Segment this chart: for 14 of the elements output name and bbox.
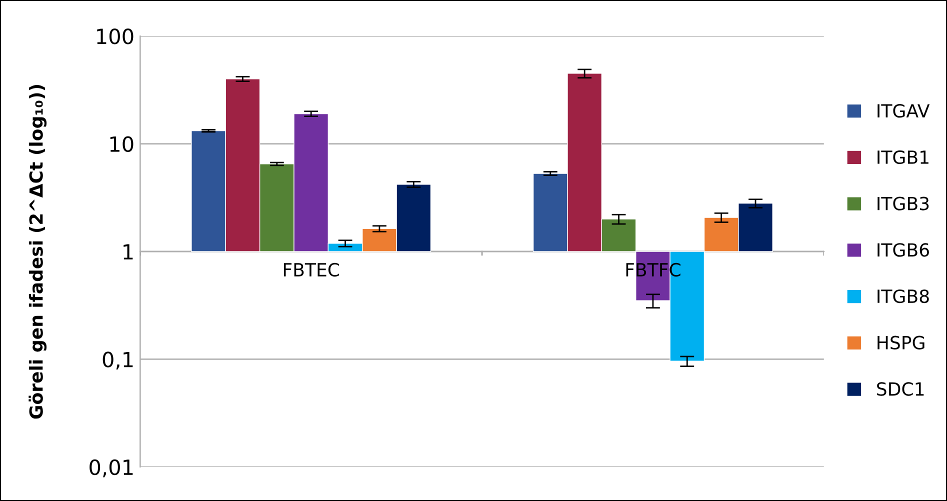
y-tick-label: 100 bbox=[97, 28, 134, 44]
legend-label: ITGB6 bbox=[878, 243, 929, 257]
y-tick-label: 1 bbox=[124, 244, 133, 260]
y-tick-label: 0,01 bbox=[90, 459, 133, 478]
legend-label: ITGB8 bbox=[878, 289, 929, 304]
y-tick-label: 0,1 bbox=[102, 352, 133, 370]
y-tick-label: 10 bbox=[110, 136, 134, 152]
legend-label: ITGAV bbox=[878, 104, 930, 118]
legend-label: HSPG bbox=[878, 336, 924, 350]
legend-label: ITGB1 bbox=[878, 150, 928, 164]
x-tick-label: FBTEC bbox=[284, 262, 340, 277]
y-axis-title: Göreli gen ifadesi (2^ΔCt (log₁₀)) bbox=[28, 84, 47, 419]
legend-label: ITGB3 bbox=[878, 196, 929, 210]
legend-label: SDC1 bbox=[877, 382, 924, 396]
